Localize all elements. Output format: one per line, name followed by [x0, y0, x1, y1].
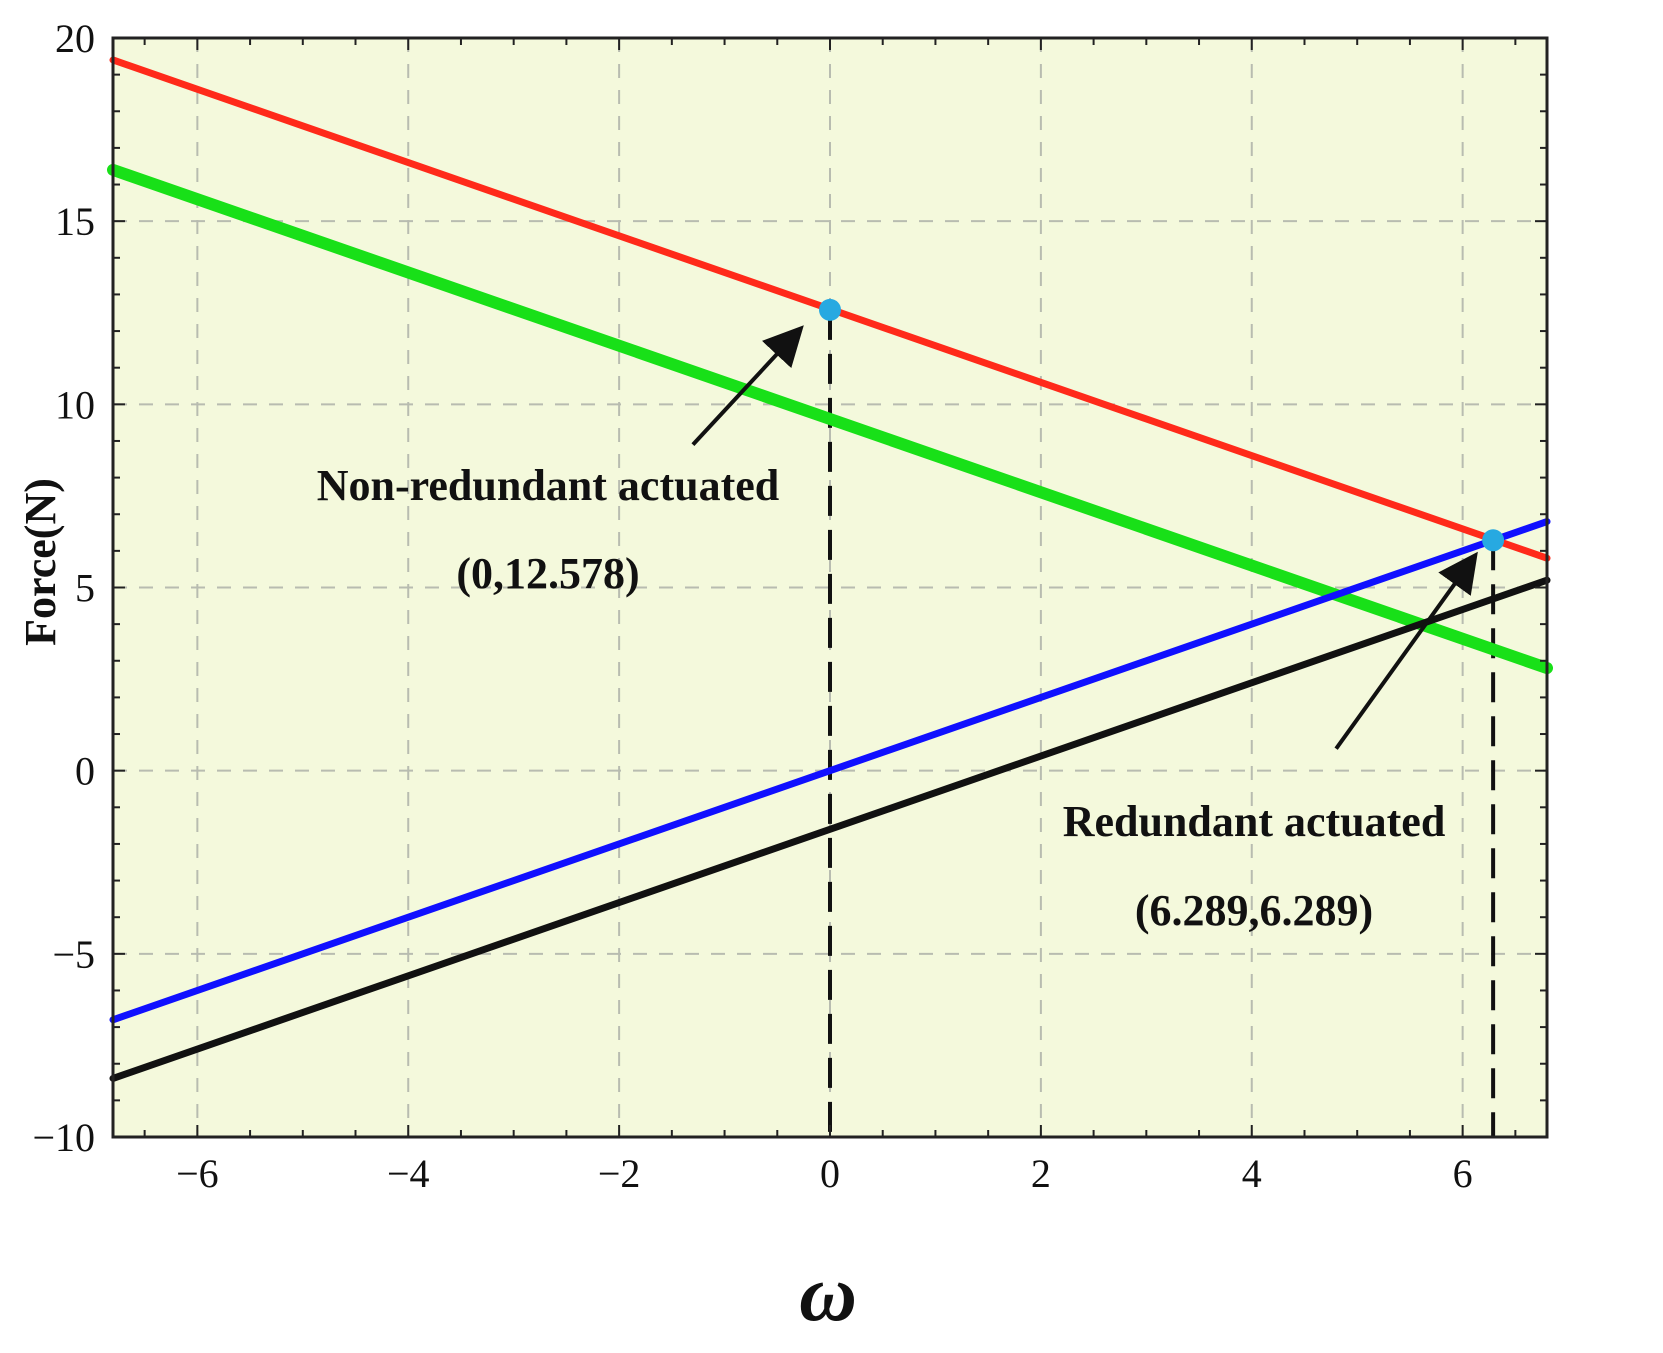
axis-ticks: −6 −4 −2 0 2 4 6 −10 −5 0 5 10 15 20 — [32, 16, 1547, 1196]
y-tick-label: 0 — [75, 749, 95, 794]
x-axis-title: ω — [799, 1250, 857, 1338]
highlight-point-1 — [819, 298, 841, 321]
highlight-points — [819, 298, 1505, 552]
annotation-redundant-label: Redundant actuated — [1063, 797, 1446, 846]
x-tick-label: −6 — [176, 1151, 219, 1196]
y-tick-label: −5 — [52, 932, 95, 977]
x-tick-label: 0 — [820, 1151, 840, 1196]
y-tick-label: 5 — [75, 566, 95, 611]
y-axis-title: Force(N) — [16, 478, 65, 646]
vertical-markers — [828, 309, 1496, 1137]
x-tick-label: 2 — [1031, 1151, 1051, 1196]
annotation-arrow-1 — [691, 325, 804, 446]
y-tick-label: 15 — [55, 199, 95, 244]
annotation-non-redundant-label: Non-redundant actuated — [317, 461, 779, 510]
y-tick-label: 20 — [55, 16, 95, 61]
x-tick-label: 4 — [1242, 1151, 1262, 1196]
series-line-2 — [107, 163, 1553, 675]
x-tick-label: 6 — [1453, 1151, 1473, 1196]
series-line-4 — [109, 576, 1551, 1082]
annotation-non-redundant-coords: (0,12.578) — [456, 549, 639, 598]
series-line-3 — [109, 518, 1551, 1024]
annotation-arrow-2 — [1334, 551, 1478, 750]
y-tick-label: 10 — [55, 382, 95, 427]
x-tick-label: −2 — [598, 1151, 641, 1196]
annotation-redundant-coords: (6.289,6.289) — [1135, 886, 1373, 935]
x-tick-label: −4 — [387, 1151, 430, 1196]
highlight-point-2 — [1482, 529, 1505, 552]
y-tick-label: −10 — [32, 1115, 95, 1160]
annotation-arrows — [691, 325, 1478, 750]
